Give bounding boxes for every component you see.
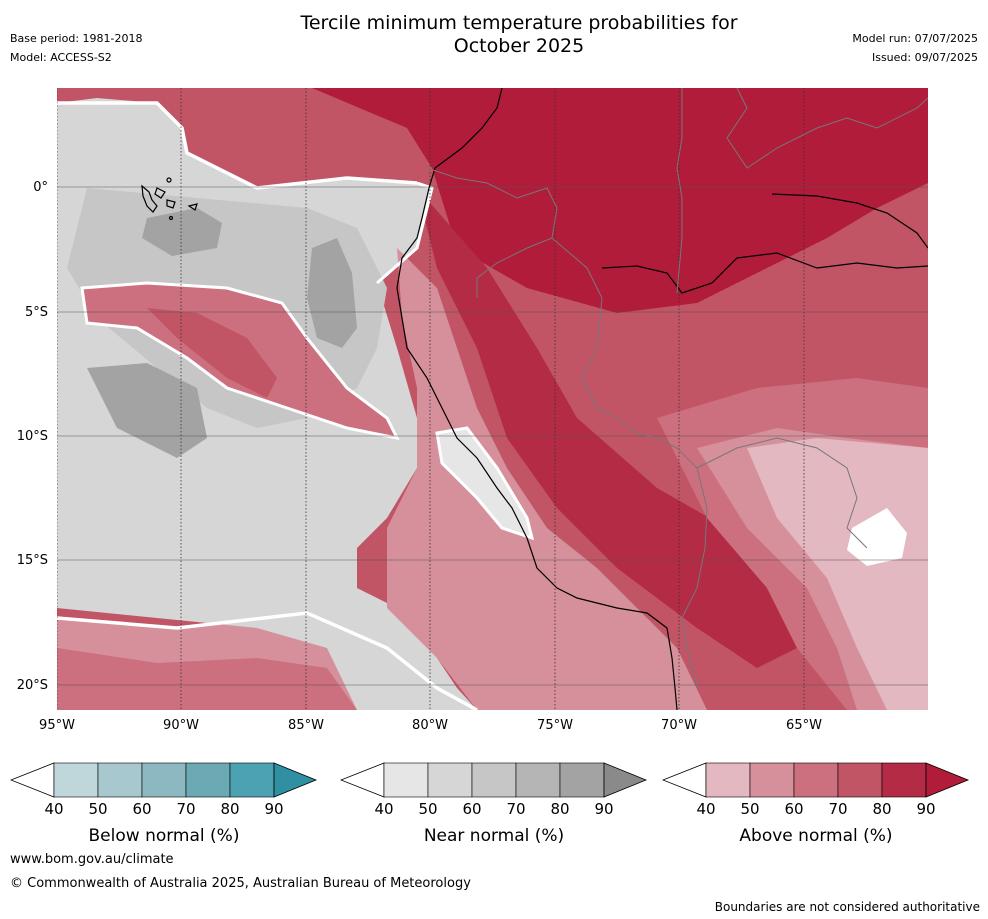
near-normal-80-patch-center [307,238,357,348]
above-normal-pacific-band-inner [147,308,277,398]
latitude-gridlines [57,186,928,686]
colorbar-near-normal [340,762,648,798]
model-run-text: Model run: 07/07/2025 [852,32,978,45]
lat-label-5s: 5°S [24,305,48,320]
lon-label-85w: 85°W [288,718,324,733]
lat-label-15s: 15°S [16,553,48,568]
lon-label-65w: 65°W [786,718,822,733]
lon-label-95w: 95°W [39,718,75,733]
copyright-text: © Commonwealth of Australia 2025, Austra… [10,876,471,891]
colorbar-tick-label: 70 [506,800,526,818]
colorbar-lower-extension [662,762,707,798]
disclaimer-text: Boundaries are not considered authoritat… [714,900,980,914]
colorbar-upper-extension [273,762,318,798]
colorbar-segment [53,762,99,798]
colorbar-tick-label: 80 [220,800,240,818]
colorbar-tick-label: 80 [872,800,892,818]
colorbar-segment [705,762,751,798]
lon-label-75w: 75°W [537,718,573,733]
colorbar-below-normal [10,762,318,798]
colorbar-tick-label: 40 [44,800,64,818]
colorbar-tick-label: 50 [88,800,108,818]
colorbar-tick-label: 40 [696,800,716,818]
colorbar-tick-label: 50 [418,800,438,818]
map-title: Tercile minimum temperature probabilitie… [244,12,794,58]
colorbar-segment [141,762,187,798]
colorbar-segment [837,762,883,798]
river-north [771,193,928,249]
colorbar-below-normal-label: Below normal (%) [88,826,240,846]
colorbar-segment [749,762,795,798]
colorbar-above-normal [662,762,970,798]
colorbar-segment [793,762,839,798]
white-patch-east [847,508,907,566]
colorbar-segment [881,762,927,798]
colorbar-segment [383,762,429,798]
near-normal-coastal-patch [435,426,535,541]
colorbar-lower-extension [10,762,55,798]
lat-label-20s: 20°S [16,678,48,693]
above-normal-40-region-east [747,438,928,710]
lon-label-80w: 80°W [412,718,448,733]
colorbar-tick-label: 90 [594,800,614,818]
colorbar-tick-label: 90 [264,800,284,818]
colorbar-tick-label: 60 [784,800,804,818]
model-text: Model: ACCESS-S2 [10,51,112,64]
colorbar-segment [427,762,473,798]
colorbar-segment [97,762,143,798]
lon-label-70w: 70°W [661,718,697,733]
amazon-river [601,252,928,294]
colorbar-near-normal-label: Near normal (%) [423,826,565,846]
near-normal-80-patch-west [87,363,207,458]
lat-label-10s: 10°S [16,429,48,444]
colorbar-tick-label: 70 [828,800,848,818]
colorbar-tick-label: 80 [550,800,570,818]
colorbar-segment [229,762,275,798]
map-title-line1: Tercile minimum temperature probabilitie… [300,12,738,34]
colorbar-tick-label: 50 [740,800,760,818]
colorbar-tick-label: 60 [462,800,482,818]
issued-text: Issued: 09/07/2025 [871,51,978,64]
colorbar-upper-extension [603,762,648,798]
colorbar-segment [471,762,517,798]
colorbar-tick-label: 60 [132,800,152,818]
colorbar-upper-extension [925,762,970,798]
colorbar-segment [515,762,561,798]
lat-label-0: 0° [33,180,48,195]
longitude-gridlines [57,88,805,710]
colorbar-tick-label: 90 [916,800,936,818]
contour-south [57,611,478,710]
colorbar-tick-label: 40 [374,800,394,818]
colorbar-above-normal-label: Above normal (%) [739,826,893,846]
above-normal-80-band [417,188,797,668]
lon-label-90w: 90°W [163,718,199,733]
probability-map [57,88,928,710]
website-text: www.bom.gov.au/climate [10,852,174,867]
colorbar-tick-label: 70 [176,800,196,818]
near-normal-80-patch-north [142,208,222,256]
colorbar-segment [559,762,605,798]
contour-north [57,101,418,190]
above-normal-southwest-inner [57,648,357,710]
country-borders [426,88,928,689]
colorbar-lower-extension [340,762,385,798]
galapagos-islands [141,177,198,221]
above-normal-coastal-strip [387,248,707,710]
map-graphic [57,88,928,710]
base-period-text: Base period: 1981-2018 [10,32,143,45]
contour-east [376,181,434,285]
coastline [396,88,678,710]
colorbar-segment [185,762,231,798]
map-title-line2: October 2025 [453,35,585,57]
